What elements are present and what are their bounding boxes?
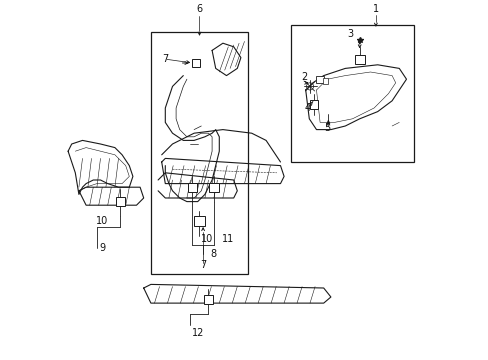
Text: 2: 2: [300, 72, 306, 82]
Text: 5: 5: [324, 123, 330, 133]
Text: 7: 7: [162, 54, 168, 64]
Bar: [194, 216, 204, 226]
Text: 6: 6: [196, 4, 202, 14]
Text: 10: 10: [96, 216, 108, 226]
Text: 9: 9: [99, 243, 105, 253]
Bar: [309, 100, 318, 109]
Text: 12: 12: [191, 328, 203, 338]
Text: 8: 8: [210, 249, 217, 259]
Text: 11: 11: [222, 234, 234, 244]
Bar: [354, 55, 364, 64]
Bar: [187, 183, 197, 192]
Bar: [203, 295, 213, 304]
Text: 7: 7: [200, 260, 206, 270]
Bar: [116, 197, 124, 206]
Bar: [191, 59, 200, 67]
Text: 1: 1: [372, 4, 378, 14]
Text: 4: 4: [304, 103, 310, 113]
Text: 10: 10: [200, 234, 212, 244]
Bar: [151, 32, 247, 274]
Bar: [316, 76, 323, 83]
Bar: [209, 183, 218, 192]
Bar: [291, 25, 413, 162]
Bar: [322, 78, 328, 84]
Text: 3: 3: [347, 29, 353, 39]
